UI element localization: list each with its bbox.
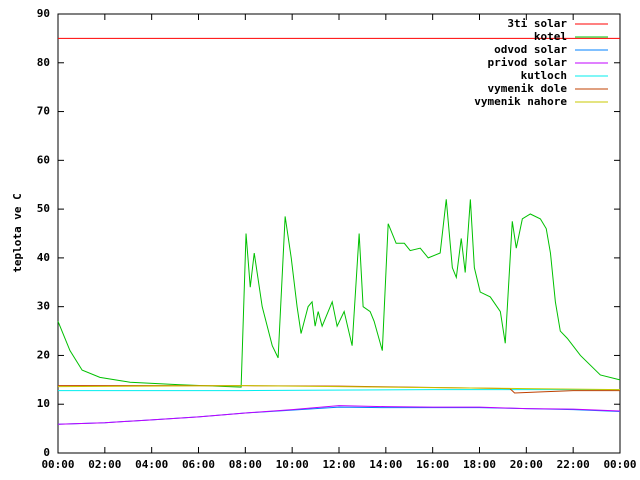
x-tick-label: 22:00 — [557, 458, 590, 471]
x-tick-label: 14:00 — [369, 458, 402, 471]
legend-label: vymenik dole — [488, 82, 568, 95]
y-tick-label: 80 — [37, 56, 50, 69]
x-tick-label: 04:00 — [135, 458, 168, 471]
y-tick-label: 70 — [37, 105, 50, 118]
y-tick-label: 10 — [37, 397, 50, 410]
y-tick-label: 30 — [37, 300, 50, 313]
legend-label: kotel — [534, 30, 567, 43]
series-line — [57, 385, 621, 391]
x-tick-label: 12:00 — [322, 458, 355, 471]
x-tick-label: 10:00 — [276, 458, 309, 471]
y-tick-label: 0 — [43, 446, 50, 459]
x-tick-label: 00:00 — [603, 458, 636, 471]
y-tick-label: 50 — [37, 202, 50, 215]
series-line — [57, 405, 621, 425]
legend-label: odvod solar — [494, 43, 567, 56]
x-tick-label: 18:00 — [463, 458, 496, 471]
y-tick-label: 60 — [37, 153, 50, 166]
y-axis-label: teplota ve C — [11, 193, 24, 272]
x-tick-label: 00:00 — [41, 458, 74, 471]
x-tick-label: 16:00 — [416, 458, 449, 471]
legend-label: 3ti solar — [507, 17, 567, 30]
series-line — [57, 199, 621, 388]
x-tick-label: 06:00 — [182, 458, 215, 471]
legend-label: kutloch — [521, 69, 567, 82]
x-tick-label: 08:00 — [229, 458, 262, 471]
legend-label: privod solar — [488, 56, 568, 69]
y-tick-label: 40 — [37, 251, 50, 264]
y-tick-label: 90 — [37, 7, 50, 20]
y-tick-label: 20 — [37, 348, 50, 361]
legend-label: vymenik nahore — [474, 95, 567, 108]
x-tick-label: 20:00 — [510, 458, 543, 471]
series-line — [58, 389, 620, 392]
x-tick-label: 02:00 — [88, 458, 121, 471]
